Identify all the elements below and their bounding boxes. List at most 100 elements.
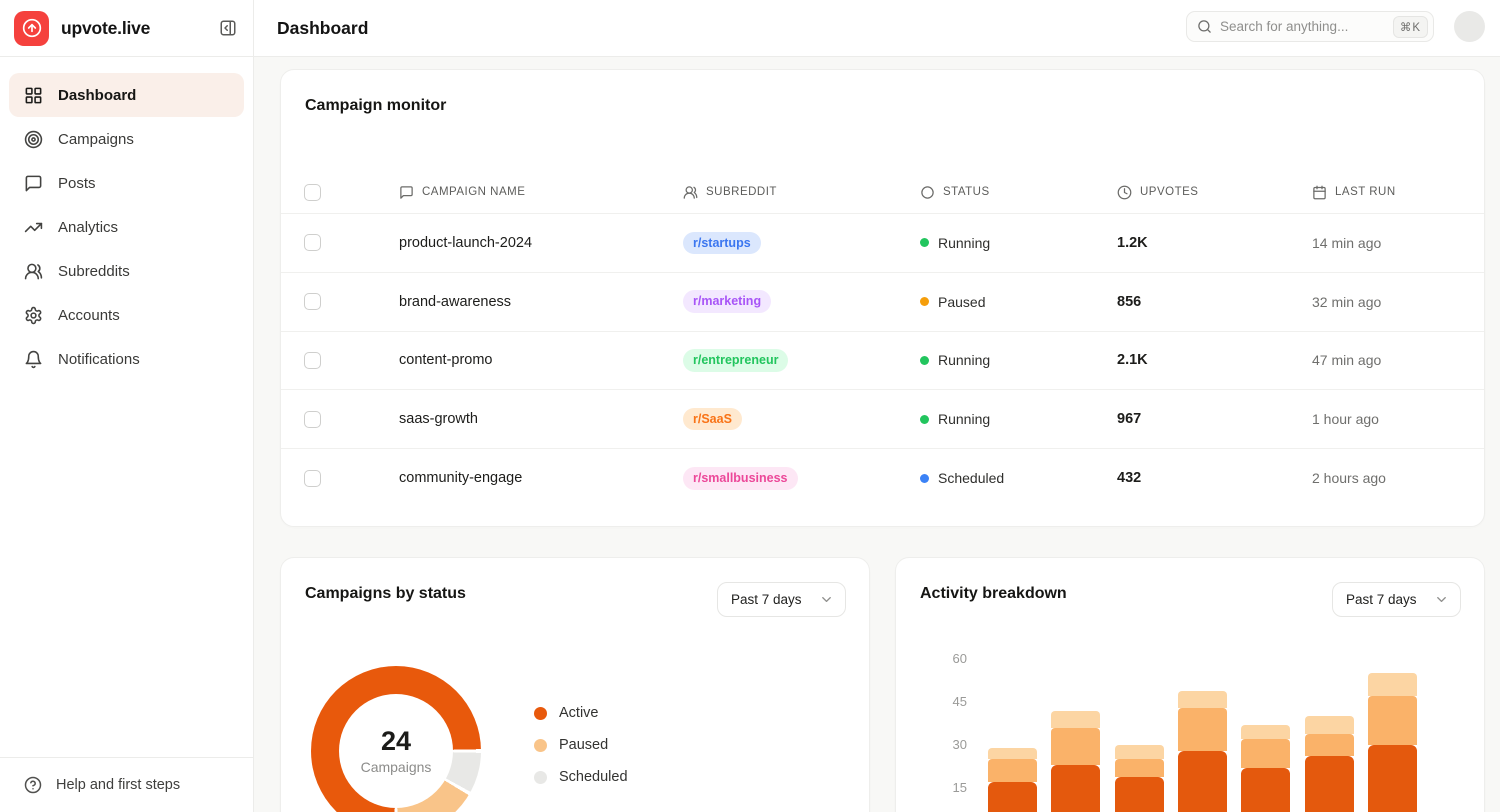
sidebar-item-label: Notifications: [58, 350, 140, 368]
last-run-cell: 32 min ago: [1312, 293, 1382, 310]
bar-segment-secondary: [1367, 696, 1417, 745]
bar-segment-primary: [1051, 765, 1101, 812]
search-input[interactable]: Search for anything... ⌘K: [1186, 11, 1434, 42]
upvote-logo-icon: [14, 10, 49, 46]
select-all-checkbox[interactable]: [304, 183, 321, 201]
row-checkbox[interactable]: [304, 469, 321, 487]
bar-segment-secondary: [1114, 759, 1164, 777]
y-axis-tick: 60: [952, 650, 967, 666]
legend-dot-icon: [534, 706, 547, 720]
y-axis-tick: 45: [952, 693, 967, 709]
sidebar-item-label: Posts: [58, 174, 96, 192]
search-placeholder: Search for anything...: [1220, 19, 1349, 34]
subreddit-badge: r/marketing: [683, 290, 772, 313]
bar-segment-tertiary: [1114, 744, 1164, 760]
layout-grid-icon: [24, 86, 43, 105]
row-checkbox[interactable]: [304, 351, 321, 369]
bar-segment-primary: [1114, 776, 1164, 812]
status-cell: Scheduled: [920, 470, 1117, 486]
table-row: saas-growth r/SaaS Running 967 1 hour ago: [281, 390, 1484, 449]
y-axis-tick: 15: [952, 779, 967, 795]
y-axis-tick: 30: [952, 736, 967, 752]
donut-legend: Active Paused Scheduled: [534, 697, 628, 793]
brand-name: upvote.live: [61, 17, 151, 38]
stacked-bar: [1051, 710, 1101, 812]
column-label: UPVOTES: [1140, 186, 1199, 198]
upvotes-cell: 2.1K: [1117, 352, 1148, 369]
legend-label: Active: [559, 705, 599, 721]
subreddit-cell: r/entrepreneur: [683, 349, 920, 372]
upvotes-cell: 432: [1117, 470, 1142, 487]
main-content: Campaign monitor CAMPAIGN NAME SUBREDDIT S…: [254, 57, 1500, 812]
last-run-cell: 1 hour ago: [1312, 411, 1379, 428]
sidebar-item-notifications[interactable]: Notifications: [9, 337, 244, 381]
sidebar: upvote.live Dashboard Campaigns Posts Analy…: [0, 0, 254, 812]
sidebar-item-label: Accounts: [58, 306, 120, 324]
sidebar-item-subreddits[interactable]: Subreddits: [9, 249, 244, 293]
chevron-down-icon: [819, 592, 834, 607]
message-square-icon: [24, 174, 43, 193]
subreddit-cell: r/startups: [683, 231, 920, 255]
status-label: Running: [938, 234, 991, 251]
status-dot-icon: [920, 414, 929, 424]
column-header: SUBREDDIT: [683, 185, 920, 200]
table-row: brand-awareness r/marketing Paused 856 32 mi…: [281, 273, 1484, 332]
sidebar-item-dashboard[interactable]: Dashboard: [9, 73, 244, 117]
users-icon: [24, 262, 43, 281]
last-run-cell: 14 min ago: [1312, 234, 1382, 251]
activity-range-select[interactable]: Past 7 days: [1332, 582, 1461, 617]
stacked-bar-chart: 60 45 30 15: [896, 558, 1484, 812]
avatar[interactable]: [1454, 11, 1485, 42]
column-label: STATUS: [943, 186, 990, 198]
message-square-icon: [399, 185, 414, 200]
settings-icon: [24, 306, 43, 325]
subreddit-badge: r/entrepreneur: [683, 349, 789, 372]
column-label: CAMPAIGN NAME: [422, 186, 526, 198]
legend-dot-icon: [534, 738, 547, 752]
sidebar-item-accounts[interactable]: Accounts: [9, 293, 244, 337]
stacked-bar: [1114, 744, 1164, 812]
legend-item-paused: Paused: [534, 729, 628, 761]
bar-segment-tertiary: [1051, 710, 1101, 728]
donut-chart: 24 Campaigns: [311, 666, 481, 812]
sidebar-collapse-icon[interactable]: [219, 19, 237, 37]
column-label: LAST RUN: [1335, 186, 1396, 198]
status-dot-icon: [920, 473, 929, 483]
campaign-name-cell: content-promo: [399, 352, 493, 369]
bar-segment-secondary: [1304, 733, 1354, 757]
last-run-cell: 2 hours ago: [1312, 470, 1386, 487]
search-icon: [1197, 19, 1212, 34]
sidebar-item-posts[interactable]: Posts: [9, 161, 244, 205]
bar-segment-primary: [1304, 756, 1354, 812]
help-and-first-steps[interactable]: Help and first steps: [0, 757, 253, 812]
calendar-icon: [1312, 185, 1327, 200]
campaign-name-cell: brand-awareness: [399, 293, 512, 310]
campaign-monitor-card: Campaign monitor CAMPAIGN NAME SUBREDDIT S…: [280, 69, 1485, 527]
row-checkbox[interactable]: [304, 234, 321, 252]
status-cell: Running: [920, 352, 1117, 368]
row-checkbox[interactable]: [304, 293, 321, 311]
activity-range-label: Past 7 days: [1346, 592, 1417, 607]
sidebar-item-label: Campaigns: [58, 130, 134, 148]
status-range-select[interactable]: Past 7 days: [717, 582, 846, 617]
last-run-cell: 47 min ago: [1312, 352, 1382, 369]
table-row: community-engage r/smallbusiness Scheduled…: [281, 449, 1484, 508]
page-title: Dashboard: [277, 17, 369, 38]
help-label: Help and first steps: [56, 777, 181, 793]
target-icon: [24, 130, 43, 149]
circle-icon: [920, 185, 935, 200]
bar-segment-primary: [988, 782, 1037, 812]
stacked-bar: [1367, 673, 1417, 812]
bar-segment-secondary: [1177, 707, 1227, 751]
legend-label: Scheduled: [559, 769, 628, 785]
stacked-bar: [1177, 690, 1227, 812]
column-header: UPVOTES: [1117, 185, 1312, 200]
row-checkbox[interactable]: [304, 410, 321, 428]
status-dot-icon: [920, 238, 929, 248]
campaign-monitor-title: Campaign monitor: [305, 97, 447, 114]
campaign-table: CAMPAIGN NAME SUBREDDIT STATUS UPVOTES LAST …: [281, 171, 1484, 508]
sidebar-item-analytics[interactable]: Analytics: [9, 205, 244, 249]
donut-total: 24: [380, 726, 412, 757]
status-dot-icon: [920, 355, 929, 365]
sidebar-item-campaigns[interactable]: Campaigns: [9, 117, 244, 161]
